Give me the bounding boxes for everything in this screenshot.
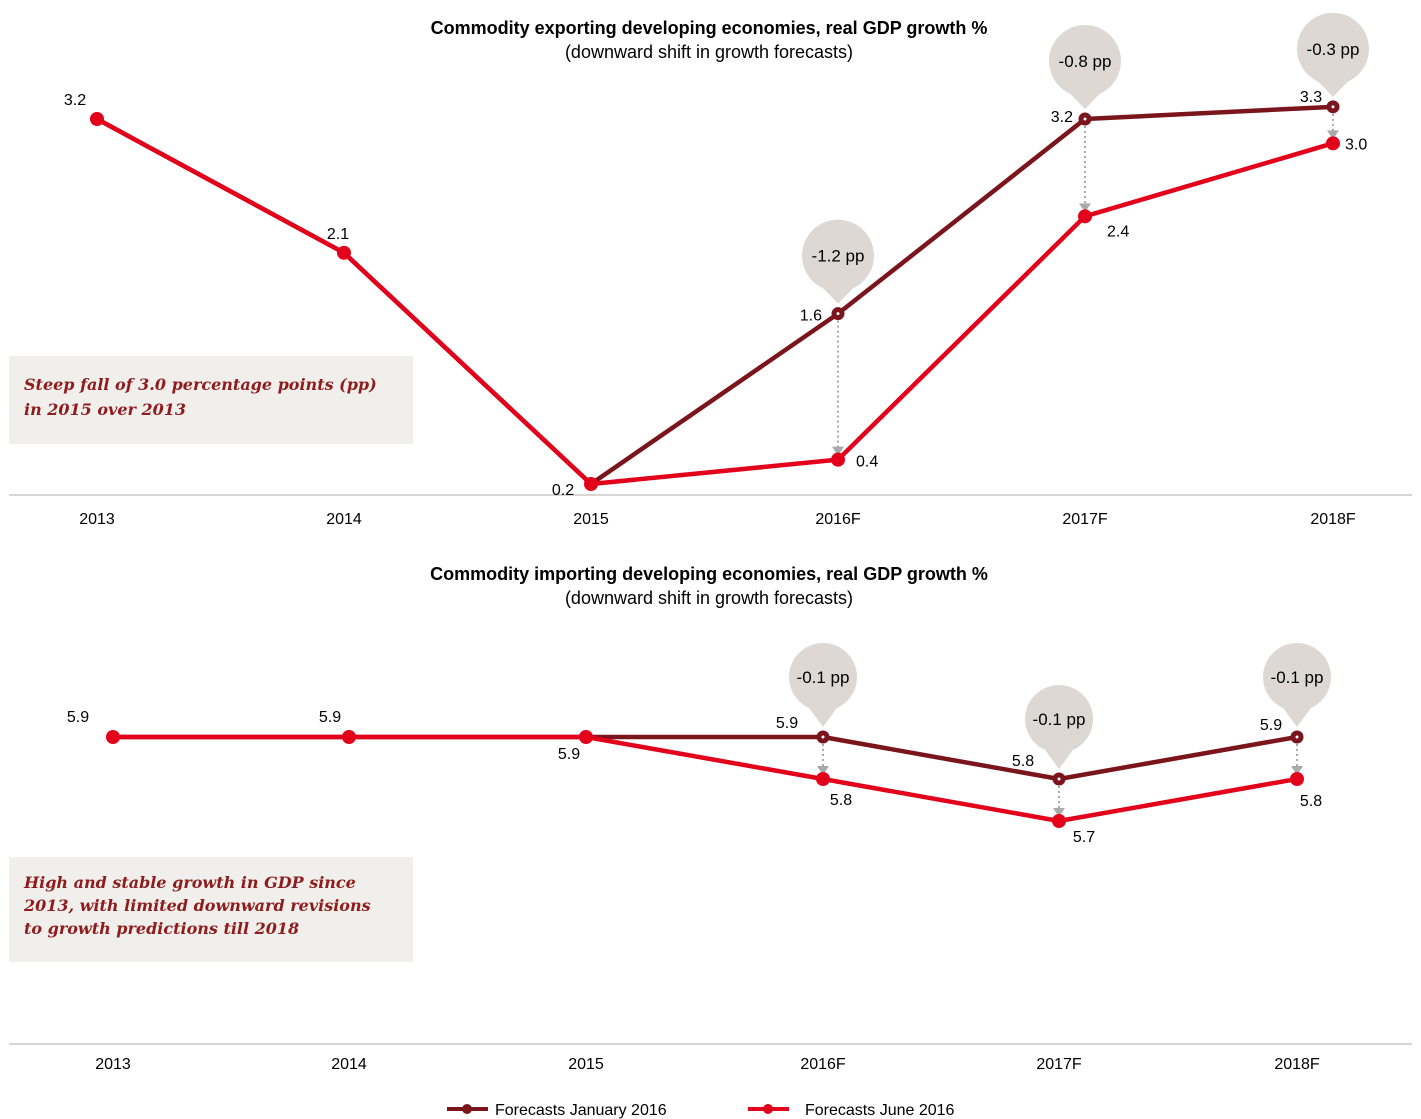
exporting-note-box	[9, 356, 413, 444]
exporting-data-label-2016f-june: 0.4	[856, 454, 878, 471]
importing-point-june-2013	[106, 730, 120, 744]
importing-x-tick-2013: 2013	[95, 1056, 131, 1073]
exporting-revision-arrow-2017f	[1079, 203, 1091, 213]
exporting-revision-arrow-2016f	[832, 446, 844, 456]
legend-january-label: Forecasts January 2016	[495, 1102, 667, 1119]
exporting-x-tick-2017f: 2017F	[1062, 511, 1108, 528]
importing-data-label-2015: 5.9	[558, 746, 580, 763]
importing-note-line-2: 2013, with limited downward revisions	[23, 896, 371, 915]
exporting-x-tick-2016f: 2016F	[815, 511, 861, 528]
importing-data-label-2018f-june: 5.8	[1300, 793, 1322, 810]
exporting-chart-subtitle: (downward shift in growth forecasts)	[565, 42, 853, 62]
exporting-revision-arrow-2018f	[1327, 130, 1339, 140]
importing-revision-label-2017f: -0.1 pp	[1033, 710, 1086, 729]
importing-data-label-2017f-january: 5.8	[1012, 753, 1034, 770]
importing-note-line-3: to growth predictions till 2018	[24, 919, 299, 938]
legend-january-swatch-marker	[462, 1104, 472, 1114]
exporting-x-tick-2014: 2014	[326, 511, 362, 528]
legend-june-swatch-marker	[763, 1104, 773, 1114]
exporting-point-june-2018f	[1326, 136, 1340, 151]
importing-x-tick-2018f: 2018F	[1274, 1056, 1320, 1073]
importing-point-june-2018f	[1290, 772, 1304, 786]
exporting-data-label-2016f-january: 1.6	[800, 308, 822, 325]
legend: Forecasts January 2016 Forecasts June 20…	[447, 1102, 955, 1119]
exporting-point-june-2015	[584, 477, 598, 491]
exporting-data-label-2017f-january: 3.2	[1051, 109, 1073, 126]
exporting-point-center-january-2018f	[1331, 105, 1335, 109]
importing-data-label-2016f-january: 5.9	[776, 715, 798, 732]
exporting-revision-label-2017f: -0.8 pp	[1059, 52, 1112, 71]
importing-data-label-2014: 5.9	[319, 709, 341, 726]
importing-revision-bubble-2016f	[788, 643, 857, 727]
importing-x-tick-2017f: 2017F	[1036, 1056, 1082, 1073]
importing-revision-arrow-2018f	[1291, 766, 1303, 775]
exporting-data-label-2015: 0.2	[552, 482, 574, 499]
exporting-revision-label-2016f: -1.2 pp	[812, 247, 865, 266]
exporting-point-june-2014	[337, 245, 351, 260]
importing-point-june-2014	[342, 730, 356, 744]
importing-point-center-january-2016f	[821, 735, 825, 739]
importing-point-june-2016f	[816, 772, 830, 786]
importing-revision-bubble-2018f	[1262, 643, 1331, 727]
exporting-revision-label-2018f: -0.3 pp	[1307, 40, 1360, 59]
importing-revision-arrow-2017f	[1053, 808, 1065, 817]
importing-note-line-1: High and stable growth in GDP since	[23, 873, 356, 892]
importing-revision-bubble-2017f	[1025, 685, 1093, 769]
importing-data-label-2018f-january: 5.9	[1260, 717, 1282, 734]
importing-x-tick-2015: 2015	[568, 1056, 604, 1073]
exporting-data-label-2017f-june: 2.4	[1107, 223, 1129, 240]
importing-point-june-2017f	[1052, 814, 1066, 828]
exporting-point-june-2017f	[1078, 209, 1092, 224]
exporting-point-june-2013	[90, 112, 104, 126]
importing-revision-arrow-2016f	[817, 766, 829, 775]
exporting-data-label-2014: 2.1	[327, 226, 349, 243]
exporting-note-line-2: in 2015 over 2013	[24, 400, 186, 419]
importing-data-label-2016f-june: 5.8	[830, 792, 852, 809]
importing-data-label-2013: 5.9	[67, 709, 89, 726]
exporting-series-line-june	[94, 116, 1336, 487]
importing-series-line-june	[110, 734, 1300, 824]
exporting-revision-bubble-2017f	[1049, 24, 1121, 110]
exporting-x-tick-2018f: 2018F	[1310, 511, 1356, 528]
importing-chart-subtitle: (downward shift in growth forecasts)	[565, 588, 853, 608]
importing-data-label-2017f-june: 5.7	[1073, 829, 1095, 846]
importing-point-center-january-2018f	[1295, 735, 1299, 739]
exporting-x-tick-2013: 2013	[79, 511, 115, 528]
exporting-chart: 2013 2014 2015 2016F 2017F 2018F -1.2 pp -0.8 p…	[9, 12, 1412, 528]
importing-x-tick-2016f: 2016F	[800, 1056, 846, 1073]
importing-x-tick-2014: 2014	[331, 1056, 367, 1073]
exporting-revision-bubble-2016f	[801, 219, 874, 304]
exporting-revision-bubble-2018f	[1297, 12, 1370, 97]
exporting-x-tick-2015: 2015	[573, 511, 609, 528]
legend-june-label: Forecasts June 2016	[805, 1102, 955, 1119]
importing-point-center-january-2017f	[1057, 777, 1061, 781]
importing-chart-title: Commodity importing developing economies…	[430, 564, 988, 584]
importing-chart: 2013 2014 2015 2016F 2017F 2018F -0.1 pp -0.1 p…	[9, 643, 1412, 1073]
exporting-point-center-january-2016f	[836, 312, 840, 316]
exporting-data-label-2018f-june: 3.0	[1345, 136, 1367, 153]
exporting-point-center-january-2017f	[1083, 117, 1087, 121]
exporting-data-label-2013: 3.2	[64, 92, 86, 109]
exporting-point-june-2016f	[831, 452, 845, 467]
importing-point-june-2015	[579, 730, 593, 744]
exporting-data-label-2018f-january: 3.3	[1300, 89, 1322, 106]
importing-revision-label-2016f: -0.1 pp	[797, 668, 850, 687]
importing-note-box	[9, 857, 413, 962]
exporting-note-line-1: Steep fall of 3.0 percentage points (pp)	[24, 375, 377, 394]
exporting-chart-title: Commodity exporting developing economies…	[431, 18, 988, 38]
importing-revision-label-2018f: -0.1 pp	[1271, 668, 1324, 687]
